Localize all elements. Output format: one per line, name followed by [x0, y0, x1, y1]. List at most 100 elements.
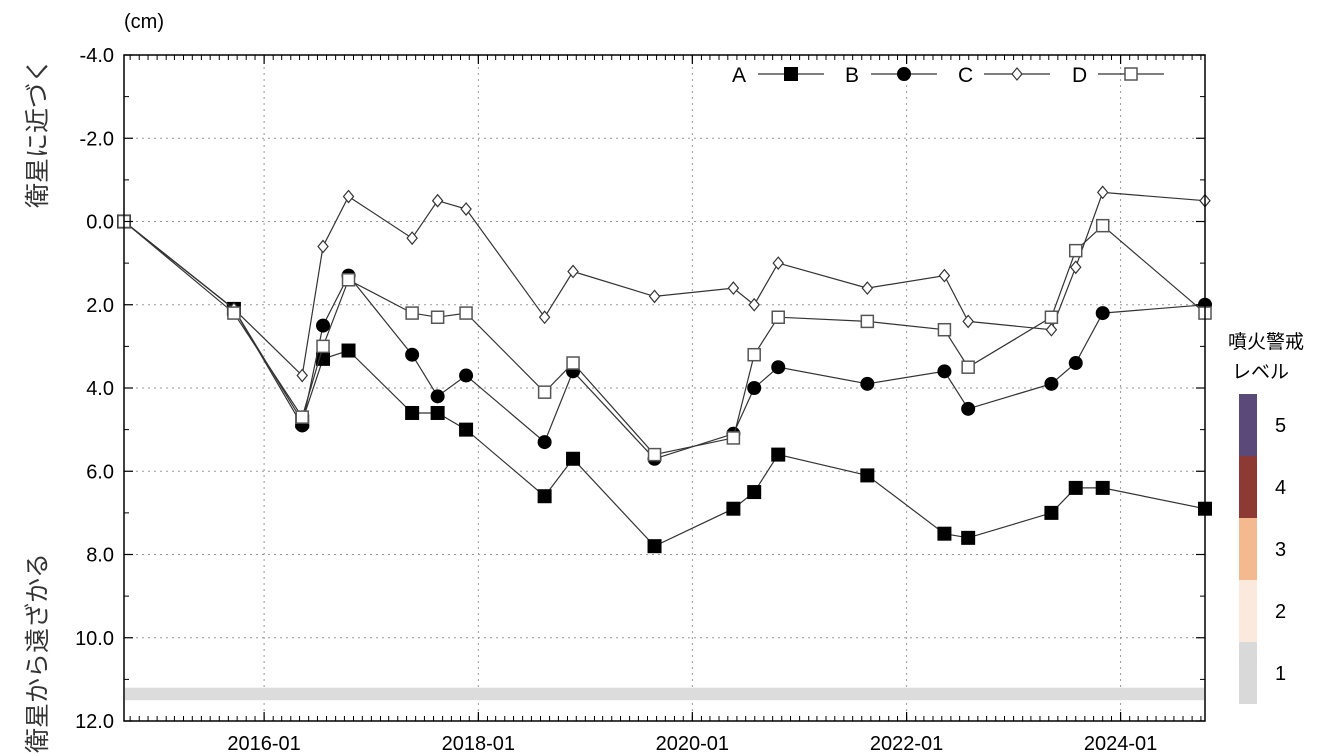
data-point-C [317, 239, 329, 254]
data-point-D [726, 431, 741, 445]
alert-level-title-line2: レベル [1232, 361, 1289, 383]
data-point-D [459, 306, 473, 320]
data-point-B [860, 376, 875, 391]
legend-label-C: C [958, 64, 973, 87]
data-point-C [1096, 185, 1109, 200]
y-tick-label: 8.0 [86, 545, 114, 567]
data-point-C [1045, 322, 1058, 337]
data-point-B [1068, 356, 1083, 371]
data-point-C [538, 310, 551, 325]
data-point-A [1068, 480, 1083, 495]
alert-level-2-swatch [1239, 580, 1257, 642]
alert-level-4-label: 4 [1275, 477, 1286, 499]
data-point-A [405, 405, 420, 420]
y-tick-label: -2.0 [80, 128, 114, 150]
data-point-D [430, 310, 445, 324]
series-line-B [123, 221, 1206, 460]
data-point-C [648, 289, 661, 304]
data-point-D [1044, 310, 1059, 324]
legend-label-B: B [845, 64, 859, 87]
data-point-A [1095, 480, 1110, 495]
data-point-A [341, 343, 356, 358]
legend-marker-B [897, 67, 911, 81]
data-point-C [406, 231, 418, 246]
alert-level-1-swatch [1239, 642, 1257, 704]
alert-level-2-label: 2 [1275, 601, 1286, 623]
series-line-C [123, 191, 1206, 377]
data-point-B [1044, 376, 1059, 391]
data-point-A [1044, 505, 1059, 520]
data-point-A [726, 501, 741, 516]
series-C [118, 185, 1211, 383]
grid-lines [124, 55, 1205, 721]
data-point-B [459, 368, 474, 383]
data-point-A [937, 526, 952, 541]
data-point-C [431, 193, 444, 208]
data-point-A [860, 468, 875, 483]
alert-level-5-label: 5 [1275, 415, 1286, 437]
data-point-D [316, 339, 330, 354]
x-tick-label: 2018-01 [442, 733, 515, 753]
alert-level-legend: 噴火警戒 レベル 5 4 3 2 1 [1228, 331, 1304, 704]
data-point-B [405, 347, 420, 362]
data-point-C [748, 297, 760, 312]
alert-level-4-swatch [1239, 456, 1257, 518]
axis-ticks: -4.0 -2.0 0.0 2.0 4.0 6.0 8.0 10.0 12.0 2016-01 20… [75, 45, 1205, 753]
alert-level-title-line1: 噴火警戒 [1228, 331, 1304, 353]
data-point-A [459, 422, 474, 437]
data-point-B [316, 318, 331, 333]
data-point-D [747, 347, 761, 362]
y-tick-label: 0.0 [86, 212, 114, 234]
alert-level-3-label: 3 [1275, 539, 1286, 561]
alert-level-5-swatch [1239, 394, 1257, 456]
data-point-D [937, 322, 952, 337]
data-point-B [771, 360, 786, 375]
data-point-C [938, 268, 951, 283]
legend: A B C D [732, 64, 1164, 87]
data-point-D [566, 356, 580, 370]
legend-label-A: A [732, 64, 746, 87]
y-axis-bottom-label: 衛星から遠ざかる [23, 553, 52, 753]
series-B [117, 214, 1212, 466]
legend-marker-D [1124, 67, 1138, 81]
legend-marker-A [784, 67, 798, 81]
y-tick-label: 10.0 [75, 628, 114, 650]
data-point-A [316, 351, 331, 366]
series-D [117, 214, 1212, 462]
data-point-D [1068, 243, 1083, 258]
alert-level-3-swatch [1239, 518, 1257, 580]
data-point-B [747, 381, 762, 395]
data-point-A [566, 451, 581, 466]
data-point-B [430, 389, 445, 404]
y-tick-label: 6.0 [86, 461, 114, 483]
x-tick-label: 2016-01 [227, 733, 300, 753]
y-axis-top-label: 衛星に近づく [23, 58, 52, 208]
data-point-B [537, 435, 552, 450]
series-line-D [123, 221, 1206, 456]
data-point-C [962, 314, 974, 329]
data-point-D [961, 360, 975, 374]
data-point-B [961, 401, 976, 416]
data-point-A [771, 447, 786, 462]
series-layer [117, 185, 1212, 554]
data-point-B [937, 364, 952, 379]
x-tick-label: 2020-01 [656, 733, 729, 753]
data-point-A [647, 539, 662, 554]
data-point-D [647, 447, 662, 462]
legend-marker-C [1011, 67, 1023, 81]
data-point-C [861, 281, 874, 296]
data-point-C [296, 368, 308, 383]
data-point-D [771, 310, 785, 324]
data-point-C [342, 189, 355, 204]
data-point-D [227, 306, 241, 320]
x-tick-label: 2022-01 [870, 733, 943, 753]
data-point-C [567, 264, 579, 279]
data-point-C [772, 256, 785, 271]
data-point-A [747, 485, 762, 500]
data-point-A [537, 489, 552, 504]
data-point-D [860, 314, 875, 329]
data-point-D [405, 306, 419, 320]
data-point-C [1069, 260, 1082, 275]
data-point-C [460, 202, 472, 216]
